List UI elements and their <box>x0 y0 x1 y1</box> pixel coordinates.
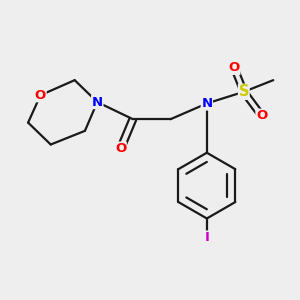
Text: O: O <box>115 142 126 155</box>
Text: I: I <box>204 231 209 244</box>
Text: N: N <box>92 96 103 109</box>
Text: S: S <box>238 84 249 99</box>
Text: O: O <box>35 89 46 102</box>
Text: O: O <box>256 109 267 122</box>
Text: N: N <box>201 97 212 110</box>
Text: O: O <box>229 61 240 74</box>
